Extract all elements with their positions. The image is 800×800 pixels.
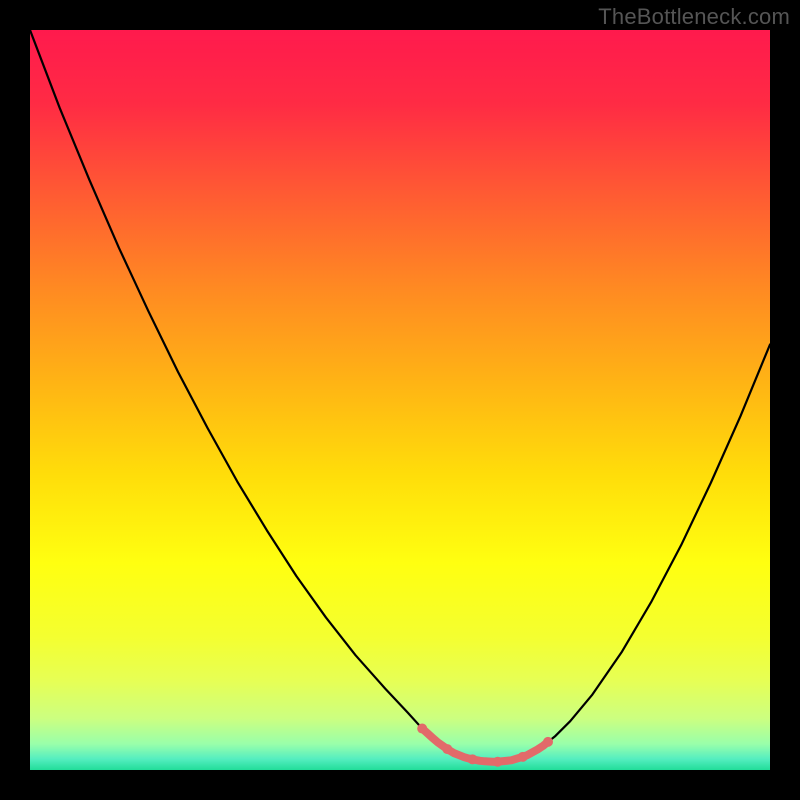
chart-svg xyxy=(30,30,770,770)
chart-container: TheBottleneck.com xyxy=(0,0,800,800)
highlight-dot xyxy=(468,754,478,764)
highlight-dot xyxy=(417,724,427,734)
plot-area xyxy=(30,30,770,770)
highlight-dot xyxy=(442,744,452,754)
highlight-dot xyxy=(493,757,503,767)
highlight-dot xyxy=(518,752,528,762)
watermark-label: TheBottleneck.com xyxy=(598,4,790,30)
highlight-dot xyxy=(543,737,553,747)
gradient-background xyxy=(30,30,770,770)
